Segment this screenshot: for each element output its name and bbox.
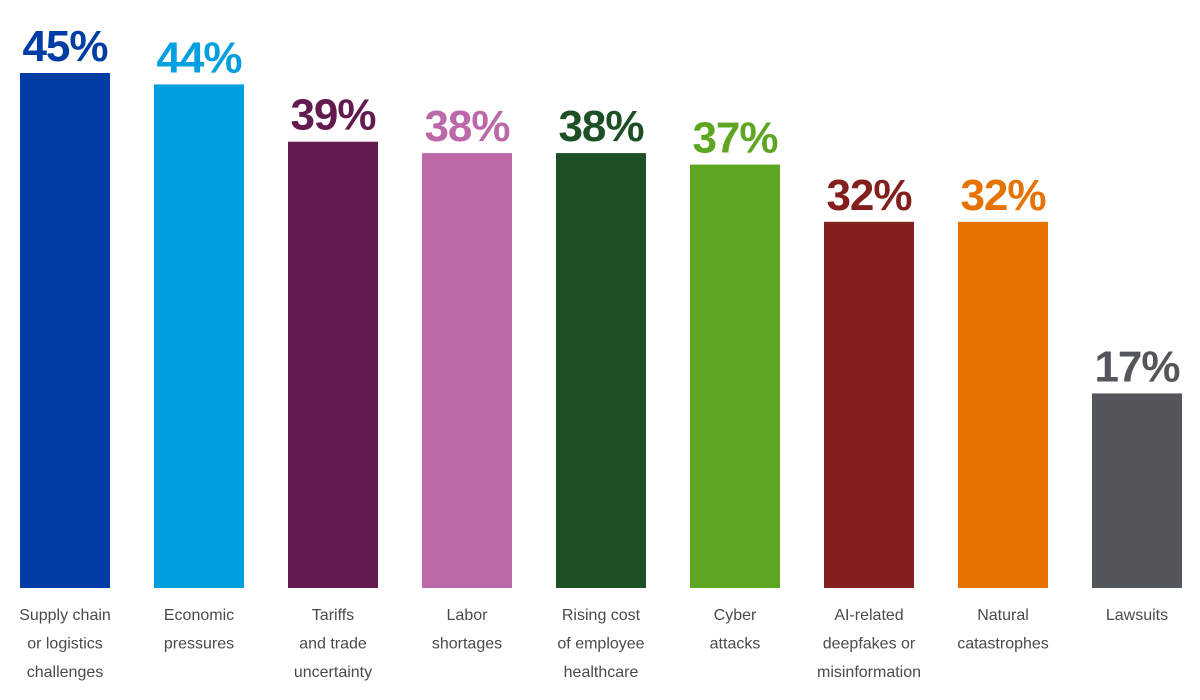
category-label-line: misinformation: [817, 664, 921, 681]
category-label-line: deepfakes or: [823, 636, 916, 653]
bar-5: [690, 164, 780, 588]
category-label-line: pressures: [164, 636, 234, 653]
category-labels-group: Supply chain or logistics challenges Econom…: [19, 607, 1168, 681]
bars-group: [20, 73, 1182, 589]
category-label-line: Rising cost: [562, 607, 641, 624]
value-label-6: 32%: [826, 171, 911, 220]
value-labels-group: 45% 44% 39% 38% 38% 37% 32% 32% 17%: [22, 22, 1180, 391]
category-label-8: Lawsuits: [1106, 607, 1168, 624]
category-label-line: Tariffs: [312, 607, 354, 624]
category-label-line: and trade: [299, 636, 367, 653]
category-label-1: Economic pressures: [164, 607, 234, 653]
category-label-line: shortages: [432, 636, 502, 653]
category-label-7: Natural catastrophes: [957, 607, 1049, 653]
bar-1: [154, 84, 244, 589]
bar-6: [824, 221, 914, 589]
category-label-line: Economic: [164, 607, 234, 624]
category-label-4: Rising cost of employee healthcare: [557, 607, 644, 681]
category-label-line: uncertainty: [294, 664, 372, 681]
category-label-2: Tariffs and trade uncertainty: [294, 607, 372, 681]
value-label-1: 44%: [156, 33, 241, 82]
category-label-line: AI-related: [834, 607, 903, 624]
category-label-line: of employee: [557, 636, 644, 653]
bar-2: [288, 141, 378, 588]
value-label-3: 38%: [424, 102, 509, 151]
category-label-line: catastrophes: [957, 636, 1049, 653]
category-label-3: Labor shortages: [432, 607, 502, 653]
category-label-0: Supply chain or logistics challenges: [19, 607, 111, 681]
category-label-line: Labor: [447, 607, 489, 624]
category-label-line: Supply chain: [19, 607, 111, 624]
bar-7: [958, 221, 1048, 589]
value-label-0: 45%: [22, 22, 107, 71]
category-label-line: attacks: [710, 636, 761, 653]
category-label-5: Cyber attacks: [710, 607, 761, 653]
value-label-2: 39%: [290, 91, 375, 140]
value-label-8: 17%: [1094, 342, 1179, 391]
value-label-4: 38%: [558, 102, 643, 151]
value-label-7: 32%: [960, 171, 1045, 220]
bar-0: [20, 73, 110, 588]
value-label-5: 37%: [692, 114, 777, 163]
category-label-6: AI-related deepfakes or misinformation: [817, 607, 921, 681]
category-label-line: Lawsuits: [1106, 607, 1168, 624]
category-label-line: or logistics: [27, 636, 103, 653]
category-label-line: challenges: [27, 664, 104, 681]
bar-4: [556, 153, 646, 588]
category-label-line: healthcare: [564, 664, 639, 681]
bar-3: [422, 153, 512, 588]
bar-8: [1092, 393, 1182, 588]
category-label-line: Natural: [977, 607, 1029, 624]
category-label-line: Cyber: [714, 607, 757, 624]
